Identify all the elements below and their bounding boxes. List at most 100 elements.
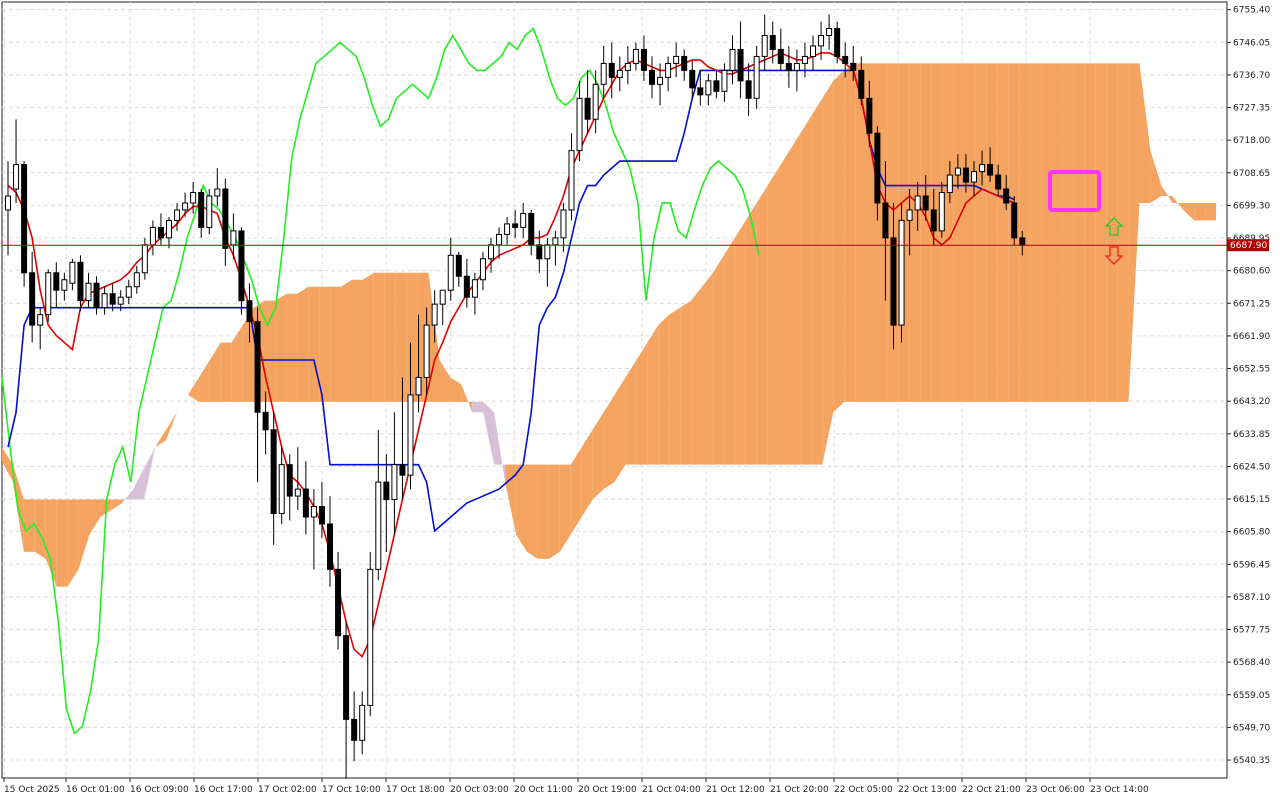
- candle-body: [834, 28, 841, 57]
- y-tick-label: 6596.45: [1233, 560, 1270, 570]
- candle-body: [649, 69, 655, 85]
- candle-body: [359, 704, 366, 741]
- y-tick-label: 6755.40: [1233, 6, 1270, 16]
- kumo-segment: [931, 63, 943, 402]
- kumo-segment: [395, 272, 407, 402]
- kumo-segment: [187, 377, 199, 402]
- x-tick-label: 17 Oct 18:00: [386, 785, 445, 795]
- candle-body: [576, 97, 583, 152]
- y-tick-label: 6746.05: [1233, 38, 1270, 48]
- candle-body: [375, 481, 382, 570]
- candle-body: [302, 488, 309, 518]
- kumo-segment: [198, 359, 210, 402]
- kumo-segment: [144, 447, 156, 500]
- candle-body: [793, 62, 800, 71]
- kumo-segment: [406, 272, 418, 402]
- candle-body: [335, 568, 342, 637]
- kumo-segment: [833, 70, 845, 413]
- candle-body: [697, 87, 704, 96]
- candle-body: [5, 195, 11, 211]
- candle-body: [45, 272, 52, 316]
- kumo-segment: [1062, 63, 1074, 402]
- x-tick-label: 16 Oct 01:00: [66, 785, 125, 795]
- y-tick-label: 6549.70: [1233, 723, 1270, 733]
- kumo-segment: [166, 412, 177, 441]
- kumo-segment: [1052, 63, 1063, 402]
- kumo-segment: [45, 499, 57, 587]
- kumo-segment: [647, 325, 659, 465]
- kumo-segment: [811, 98, 823, 465]
- candle-body: [528, 212, 535, 246]
- candle-body: [568, 150, 575, 211]
- kumo-segment: [680, 300, 692, 465]
- kumo-segment: [844, 63, 856, 402]
- candle-body: [681, 55, 688, 71]
- kumo-segment: [111, 499, 123, 511]
- candle-body: [327, 523, 333, 570]
- kumo-segment: [264, 300, 276, 402]
- kumo-segment: [537, 464, 549, 559]
- kumo-segment: [384, 272, 396, 402]
- candle-body: [1003, 188, 1010, 204]
- candle-body: [479, 258, 486, 281]
- kumo-segment: [986, 63, 998, 402]
- y-tick-label: 6633.85: [1233, 430, 1270, 440]
- kumo-segment: [855, 63, 867, 402]
- kumo-segment: [209, 342, 221, 402]
- x-tick-label: 21 Oct 04:00: [642, 785, 701, 795]
- kumo-segment: [1095, 63, 1107, 402]
- kumo-segment: [472, 401, 484, 413]
- y-tick-label: 6540.35: [1233, 756, 1270, 766]
- candle-body: [471, 279, 478, 298]
- candle-body: [198, 192, 205, 228]
- candle-body: [29, 272, 36, 326]
- candle-body: [818, 34, 825, 47]
- candle-body: [713, 80, 720, 92]
- kumo-segment: [800, 115, 812, 465]
- kumo-segment: [133, 468, 145, 500]
- candle-body: [954, 167, 961, 176]
- candle-body: [246, 300, 253, 323]
- y-tick-label: 6568.40: [1233, 658, 1270, 668]
- kumo-segment: [592, 412, 604, 500]
- kumo-segment: [1205, 202, 1217, 221]
- candle-body: [21, 164, 28, 274]
- kumo-segment: [1041, 63, 1052, 402]
- candle-body: [230, 230, 237, 246]
- y-tick-label: 6605.80: [1233, 528, 1270, 538]
- candle-body: [504, 223, 511, 235]
- chikou-span-line: [1, 27, 760, 735]
- kumo-segment: [691, 286, 702, 465]
- kumo-segment: [953, 63, 965, 402]
- kumo-segment: [669, 307, 681, 465]
- candle-body: [705, 80, 712, 96]
- candle-body: [657, 76, 664, 85]
- y-tick-label: 6624.50: [1233, 462, 1270, 472]
- kumo-segment: [1019, 63, 1031, 402]
- candle-body: [399, 464, 406, 476]
- kumo-segment: [352, 279, 363, 402]
- y-tick-label: 6708.65: [1233, 169, 1270, 179]
- candle-body: [729, 48, 736, 71]
- kumo-segment: [1084, 63, 1096, 402]
- kumo-segment: [1106, 63, 1118, 402]
- x-tick-label: 22 Oct 05:00: [834, 785, 893, 795]
- candle-body: [496, 233, 503, 246]
- y-tick-label: 6559.05: [1233, 691, 1270, 701]
- kumo-segment: [67, 499, 79, 587]
- candle-body: [101, 293, 108, 309]
- kumo-segment: [548, 464, 560, 559]
- kijun-sen-line: [7, 69, 1015, 533]
- candle-body: [616, 69, 623, 78]
- candle-body: [761, 34, 768, 57]
- kumo-segment: [89, 499, 101, 535]
- candle-body: [536, 244, 543, 260]
- candle-body: [423, 324, 430, 378]
- candle-body: [351, 718, 358, 741]
- candle-body: [552, 237, 559, 246]
- kumo-segment: [450, 377, 462, 402]
- kumo-segment: [483, 401, 495, 465]
- candle-body: [383, 481, 390, 501]
